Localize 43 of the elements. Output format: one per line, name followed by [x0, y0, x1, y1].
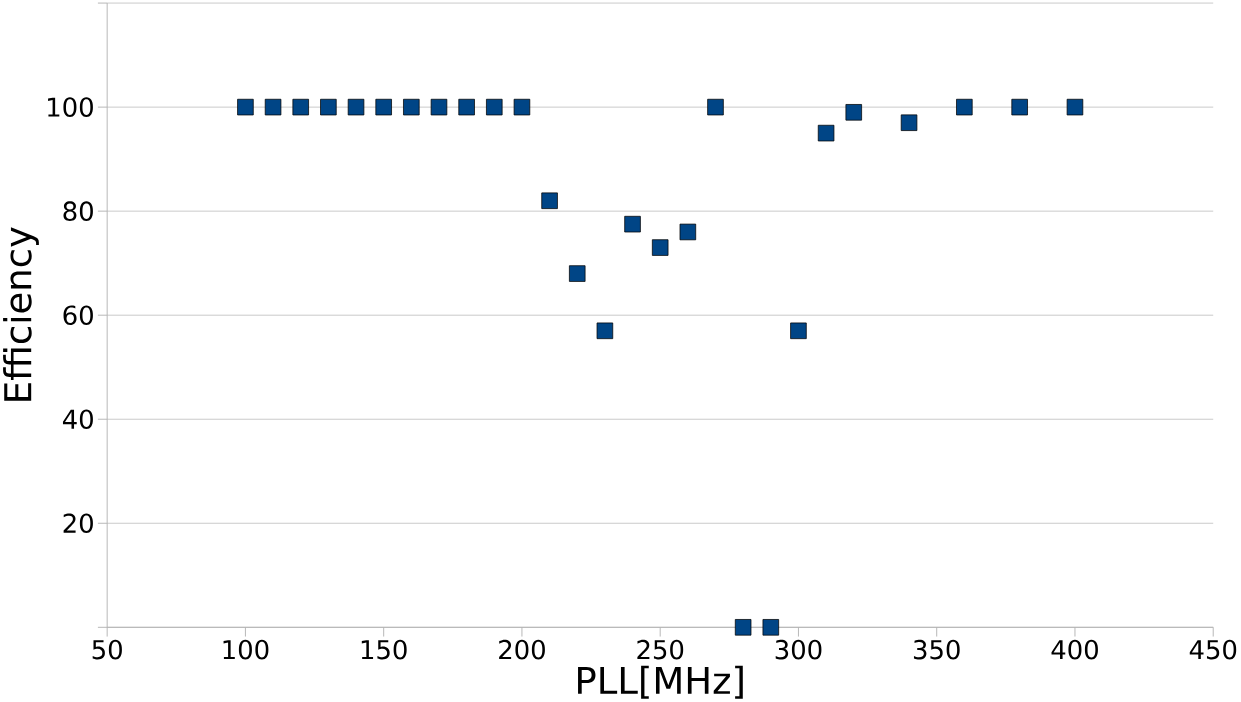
point [237, 98, 254, 116]
point [707, 98, 724, 116]
y-tick-label: 20 [63, 513, 93, 534]
x-tick-label: 450 [1189, 639, 1237, 660]
point [790, 322, 807, 340]
point [734, 619, 752, 636]
point [624, 216, 641, 233]
point [375, 98, 392, 116]
point [1011, 98, 1028, 116]
y-tick-label: 80 [63, 201, 93, 222]
x-tick-label: 250 [637, 639, 684, 660]
point [1066, 98, 1084, 116]
point [900, 114, 918, 132]
x-tick-label: 100 [223, 639, 269, 660]
x-tick-label: 300 [775, 639, 822, 660]
point [292, 98, 309, 116]
point [569, 265, 586, 282]
point [956, 98, 973, 116]
y-tick-label: 100 [48, 97, 93, 117]
x-tick-label: 50 [92, 639, 122, 660]
point [430, 98, 448, 116]
y-axis-title: Efficiency [3, 227, 39, 401]
y-tick-label: 60 [63, 305, 93, 326]
point [596, 322, 614, 340]
x-tick-label: 150 [361, 639, 407, 660]
point [264, 98, 282, 116]
point [320, 98, 337, 116]
point [762, 619, 780, 636]
point [845, 104, 862, 121]
point [679, 223, 697, 241]
y-tick-label: 40 [62, 409, 93, 430]
point [347, 98, 365, 116]
point [541, 192, 558, 210]
point [817, 124, 835, 142]
point [403, 98, 420, 116]
x-tick-label: 350 [913, 639, 960, 660]
point [513, 98, 531, 116]
x-axis-title: PLL[MHz] [578, 665, 743, 699]
x-tick-label: 200 [499, 639, 545, 660]
point [486, 98, 503, 116]
point [651, 239, 669, 256]
x-tick-label: 400 [1051, 639, 1098, 660]
point [458, 98, 475, 116]
